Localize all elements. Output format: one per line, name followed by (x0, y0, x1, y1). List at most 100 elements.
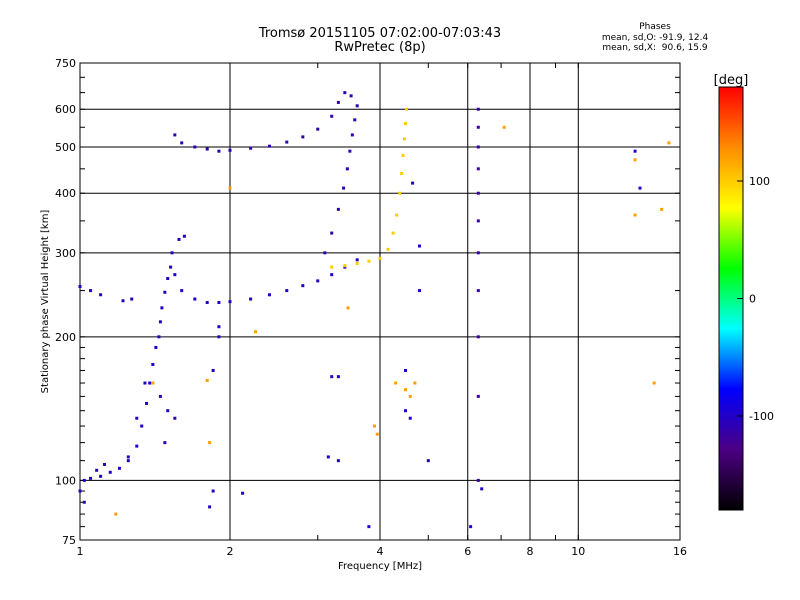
data-point (476, 289, 480, 293)
data-point (367, 259, 371, 263)
phase-x-stats: mean, sd,X: 90.6, 15.9 (602, 43, 708, 53)
data-point (126, 455, 130, 459)
data-point (316, 127, 320, 131)
data-point (173, 273, 177, 277)
y-axis-label: Stationary phase Virtual Height [km] (40, 210, 51, 394)
data-point (411, 181, 415, 185)
data-point (158, 394, 162, 398)
data-point (480, 487, 484, 491)
data-point (391, 231, 395, 235)
data-point (267, 144, 271, 148)
data-point (151, 362, 155, 366)
data-point (160, 306, 164, 310)
data-point (346, 306, 350, 310)
data-point (476, 145, 480, 149)
data-point (180, 141, 184, 145)
y-tick-label: 600 (55, 103, 76, 116)
data-point (417, 244, 421, 248)
y-tick-label: 100 (55, 474, 76, 487)
data-point (342, 186, 346, 190)
data-point (130, 297, 134, 301)
x-tick-label: 4 (377, 545, 384, 558)
data-point (398, 191, 402, 195)
data-point (180, 289, 184, 293)
data-point (336, 100, 340, 104)
data-point (135, 444, 139, 448)
colorbar-tick-label: 0 (749, 293, 756, 306)
data-point (404, 107, 408, 111)
x-tick-label: 16 (673, 545, 687, 558)
data-point (114, 512, 118, 516)
series-group (173, 91, 359, 255)
data-point (145, 401, 149, 405)
data-point (660, 207, 664, 211)
data-point (217, 335, 221, 339)
data-point (154, 345, 158, 349)
x-tick-label: 10 (571, 545, 585, 558)
data-point (373, 424, 377, 428)
data-point (148, 381, 152, 385)
data-point (228, 300, 232, 304)
data-point (211, 368, 215, 372)
data-point (378, 256, 382, 260)
data-point (163, 441, 167, 445)
data-point (469, 525, 473, 529)
data-point (151, 381, 155, 385)
data-point (166, 277, 170, 281)
x-tick-label: 6 (464, 545, 471, 558)
data-point (217, 149, 221, 153)
data-point (173, 416, 177, 420)
data-point (108, 470, 112, 474)
data-point (228, 148, 232, 152)
data-point (403, 388, 407, 392)
y-tick-label: 75 (62, 534, 76, 547)
data-point (330, 231, 334, 235)
data-point (349, 94, 353, 98)
data-point (169, 265, 173, 269)
data-point (177, 237, 181, 241)
series-group (330, 107, 408, 269)
data-point (241, 491, 245, 495)
data-point (633, 158, 637, 162)
phase-o-stats: mean, sd,O: -91.9, 12.4 (601, 33, 709, 43)
data-point (205, 147, 209, 151)
data-point (267, 293, 271, 297)
data-point (476, 478, 480, 482)
colorbar-tick-label: -100 (749, 410, 774, 423)
data-point (667, 141, 671, 145)
data-point (323, 251, 327, 255)
data-point (638, 186, 642, 190)
data-point (163, 290, 167, 294)
data-point (476, 251, 480, 255)
data-point (330, 265, 334, 269)
colorbar-tick-label: 100 (749, 175, 770, 188)
data-point (95, 468, 99, 472)
data-point (193, 145, 197, 149)
data-point (336, 375, 340, 379)
data-point (157, 335, 161, 339)
data-point (249, 297, 253, 301)
data-point (170, 251, 174, 255)
series-group (177, 149, 642, 529)
data-point (301, 284, 305, 288)
data-point (253, 330, 257, 334)
data-point (140, 424, 144, 428)
data-point (395, 213, 399, 217)
data-point (211, 489, 215, 493)
phases-title: Phases (639, 22, 671, 32)
data-point (143, 381, 147, 385)
data-point (205, 378, 209, 382)
data-point (476, 335, 480, 339)
data-point (336, 459, 340, 463)
y-tick-label: 200 (55, 331, 76, 344)
data-point (417, 289, 421, 293)
data-point (173, 133, 177, 137)
data-point (99, 293, 103, 297)
data-point (403, 409, 407, 413)
data-point (326, 455, 330, 459)
data-point (476, 107, 480, 111)
data-point (301, 135, 305, 139)
data-point (355, 261, 359, 265)
data-point (403, 368, 407, 372)
data-point (367, 525, 371, 529)
